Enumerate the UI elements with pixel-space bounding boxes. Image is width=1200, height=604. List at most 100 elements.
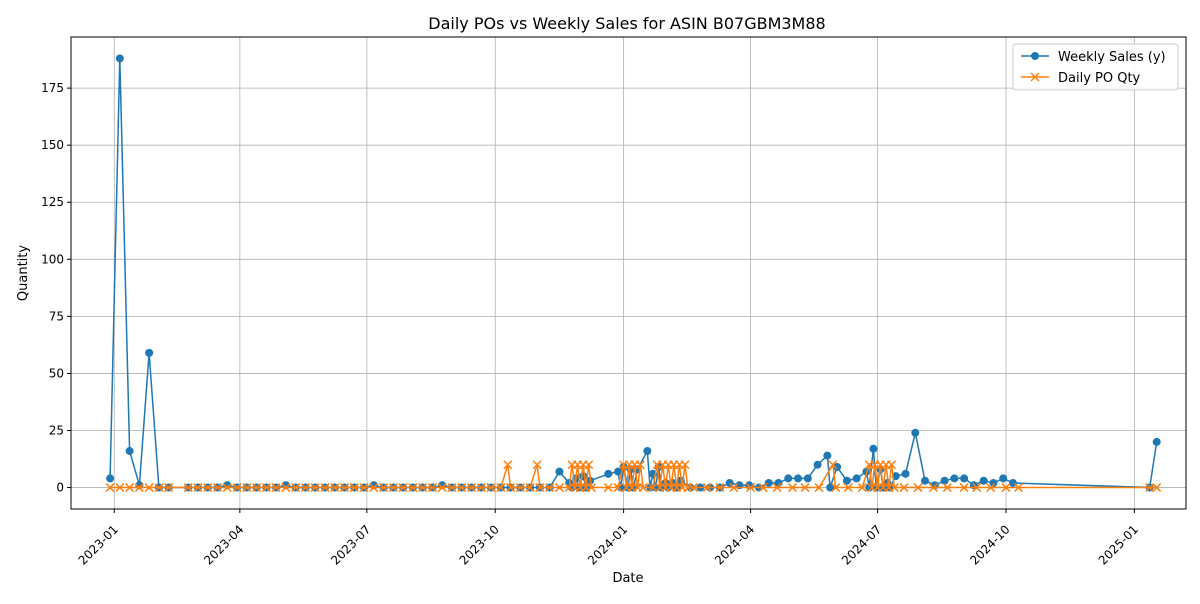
- data-point-weekly-sales-y: [979, 476, 988, 485]
- data-point-weekly-sales-y: [911, 428, 920, 437]
- x-axis-label: Date: [612, 571, 643, 586]
- data-point-daily-po-qty: [379, 483, 389, 493]
- data-point-daily-po-qty: [603, 483, 613, 493]
- y-tick-label: 175: [41, 81, 64, 95]
- data-point-daily-po-qty: [300, 483, 310, 493]
- data-point-daily-po-qty: [242, 483, 252, 493]
- data-point-daily-po-qty: [388, 483, 398, 493]
- y-tick-label: 25: [49, 423, 64, 437]
- data-point-daily-po-qty: [889, 483, 899, 493]
- data-point-weekly-sales-y: [833, 463, 842, 472]
- data-point-weekly-sales-y: [940, 476, 949, 485]
- series-layer: [105, 54, 1162, 493]
- legend-label-weekly-sales: Weekly Sales (y): [1058, 50, 1166, 65]
- data-point-daily-po-qty: [972, 483, 982, 493]
- series-daily-po-qty: [105, 460, 1162, 493]
- y-tick-label: 150: [41, 138, 64, 152]
- data-point-daily-po-qty: [913, 483, 923, 493]
- series-line-weekly-sales-y: [109, 57, 1158, 489]
- data-point-daily-po-qty: [418, 483, 428, 493]
- data-point-daily-po-qty: [125, 483, 135, 493]
- legend-label-daily-po: Daily PO Qty: [1058, 71, 1141, 86]
- data-point-weekly-sales-y: [145, 348, 154, 357]
- y-tick-label: 125: [41, 195, 64, 209]
- data-point-weekly-sales-y: [115, 54, 124, 63]
- data-point-daily-po-qty: [408, 483, 418, 493]
- data-point-daily-po-qty: [232, 483, 242, 493]
- data-point-daily-po-qty: [203, 483, 213, 493]
- data-point-daily-po-qty: [586, 483, 597, 493]
- data-point-daily-po-qty: [800, 483, 810, 493]
- data-point-daily-po-qty: [193, 483, 203, 493]
- x-tick-label: 2024-07: [839, 522, 884, 567]
- data-point-weekly-sales-y: [842, 476, 851, 485]
- data-point-daily-po-qty: [584, 460, 594, 470]
- data-point-daily-po-qty: [814, 483, 824, 493]
- axis-layer: 2023-01 2023-04 2023-07 2023-10 2024-01 2024-…: [41, 81, 1141, 568]
- series-weekly-sales-y: [106, 54, 1161, 492]
- data-point-weekly-sales-y: [813, 460, 822, 469]
- data-point-daily-po-qty: [261, 483, 271, 493]
- data-point-daily-po-qty: [212, 483, 223, 493]
- data-point-weekly-sales-y: [950, 474, 959, 483]
- x-tick-label: 2023-01: [76, 522, 121, 567]
- data-point-daily-po-qty: [515, 483, 525, 493]
- data-point-daily-po-qty: [154, 483, 164, 493]
- data-point-daily-po-qty: [252, 483, 262, 493]
- data-point-weekly-sales-y: [852, 474, 861, 483]
- data-point-daily-po-qty: [105, 483, 115, 493]
- data-point-daily-po-qty: [359, 483, 369, 493]
- x-tick-label: 2025-01: [1096, 522, 1141, 567]
- data-point-daily-po-qty: [134, 483, 144, 493]
- data-point-daily-po-qty: [899, 483, 909, 493]
- data-point-weekly-sales-y: [614, 467, 623, 476]
- data-point-daily-po-qty: [554, 483, 564, 493]
- x-tick-label: 2023-07: [328, 522, 373, 567]
- data-point-daily-po-qty: [613, 483, 623, 493]
- data-point-weekly-sales-y: [784, 474, 793, 483]
- data-point-weekly-sales-y: [989, 478, 998, 487]
- data-point-daily-po-qty: [828, 460, 838, 470]
- data-point-daily-po-qty: [532, 460, 542, 470]
- data-point-daily-po-qty: [680, 460, 690, 470]
- data-point-daily-po-qty: [398, 483, 408, 493]
- x-tick-label: 2023-10: [457, 522, 502, 567]
- data-point-weekly-sales-y: [579, 472, 588, 481]
- data-point-weekly-sales-y: [823, 451, 832, 460]
- y-axis-label: Quantity: [16, 245, 31, 301]
- data-point-weekly-sales-y: [921, 476, 930, 485]
- grid-layer: [71, 37, 1186, 509]
- data-point-daily-po-qty: [1014, 483, 1024, 493]
- data-point-daily-po-qty: [164, 483, 174, 493]
- data-point-daily-po-qty: [525, 483, 535, 493]
- data-point-daily-po-qty: [320, 483, 330, 493]
- data-point-daily-po-qty: [1145, 483, 1155, 493]
- legend-marker-weekly-sales: [1031, 52, 1039, 60]
- y-tick-label: 75: [49, 309, 64, 323]
- data-point-daily-po-qty: [291, 483, 301, 493]
- data-point-daily-po-qty: [746, 483, 756, 493]
- data-point-weekly-sales-y: [629, 483, 638, 492]
- data-point-daily-po-qty: [986, 483, 996, 493]
- data-point-weekly-sales-y: [555, 467, 564, 476]
- data-point-weekly-sales-y: [1152, 437, 1161, 446]
- data-point-weekly-sales-y: [803, 474, 812, 483]
- data-point-daily-po-qty: [281, 483, 291, 493]
- data-point-weekly-sales-y: [960, 474, 969, 483]
- data-point-daily-po-qty: [271, 483, 281, 493]
- data-point-daily-po-qty: [369, 483, 379, 493]
- y-tick-label: 50: [49, 366, 64, 380]
- x-tick-label: 2024-04: [712, 522, 757, 567]
- data-point-daily-po-qty: [183, 483, 193, 493]
- data-point-weekly-sales-y: [125, 447, 134, 456]
- legend: Weekly Sales (y) Daily PO Qty: [1012, 43, 1179, 91]
- y-tick-label: 0: [56, 481, 64, 495]
- data-point-weekly-sales-y: [886, 483, 895, 492]
- data-point-daily-po-qty: [310, 483, 320, 493]
- data-point-daily-po-qty: [702, 483, 712, 493]
- data-point-daily-po-qty: [928, 483, 938, 493]
- data-point-daily-po-qty: [349, 483, 359, 493]
- data-point-daily-po-qty: [831, 483, 841, 493]
- data-point-weekly-sales-y: [643, 447, 652, 456]
- data-point-daily-po-qty: [496, 483, 506, 493]
